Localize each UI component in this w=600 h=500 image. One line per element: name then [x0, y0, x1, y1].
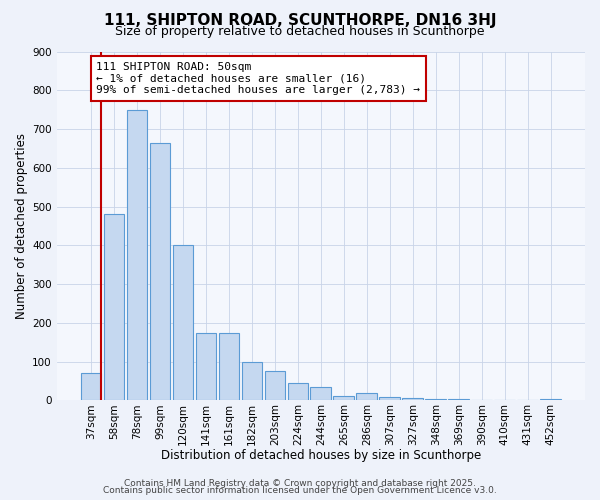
Bar: [334, 396, 354, 400]
Text: 111 SHIPTON ROAD: 50sqm
← 1% of detached houses are smaller (16)
99% of semi-det: 111 SHIPTON ROAD: 50sqm ← 1% of detached…: [96, 62, 420, 95]
Y-axis label: Number of detached properties: Number of detached properties: [15, 133, 28, 319]
X-axis label: Distribution of detached houses by size in Scunthorpe: Distribution of detached houses by size …: [161, 450, 481, 462]
Text: Size of property relative to detached houses in Scunthorpe: Size of property relative to detached ho…: [115, 25, 485, 38]
Bar: [379, 396, 400, 400]
Bar: [196, 332, 216, 400]
Bar: [173, 246, 193, 400]
Text: 111, SHIPTON ROAD, SCUNTHORPE, DN16 3HJ: 111, SHIPTON ROAD, SCUNTHORPE, DN16 3HJ: [104, 12, 496, 28]
Bar: [149, 142, 170, 400]
Bar: [265, 372, 285, 400]
Bar: [218, 332, 239, 400]
Bar: [310, 387, 331, 400]
Text: Contains HM Land Registry data © Crown copyright and database right 2025.: Contains HM Land Registry data © Crown c…: [124, 478, 476, 488]
Text: Contains public sector information licensed under the Open Government Licence v3: Contains public sector information licen…: [103, 486, 497, 495]
Bar: [287, 383, 308, 400]
Bar: [104, 214, 124, 400]
Bar: [242, 362, 262, 401]
Bar: [403, 398, 423, 400]
Bar: [80, 374, 101, 400]
Bar: [127, 110, 148, 401]
Bar: [356, 392, 377, 400]
